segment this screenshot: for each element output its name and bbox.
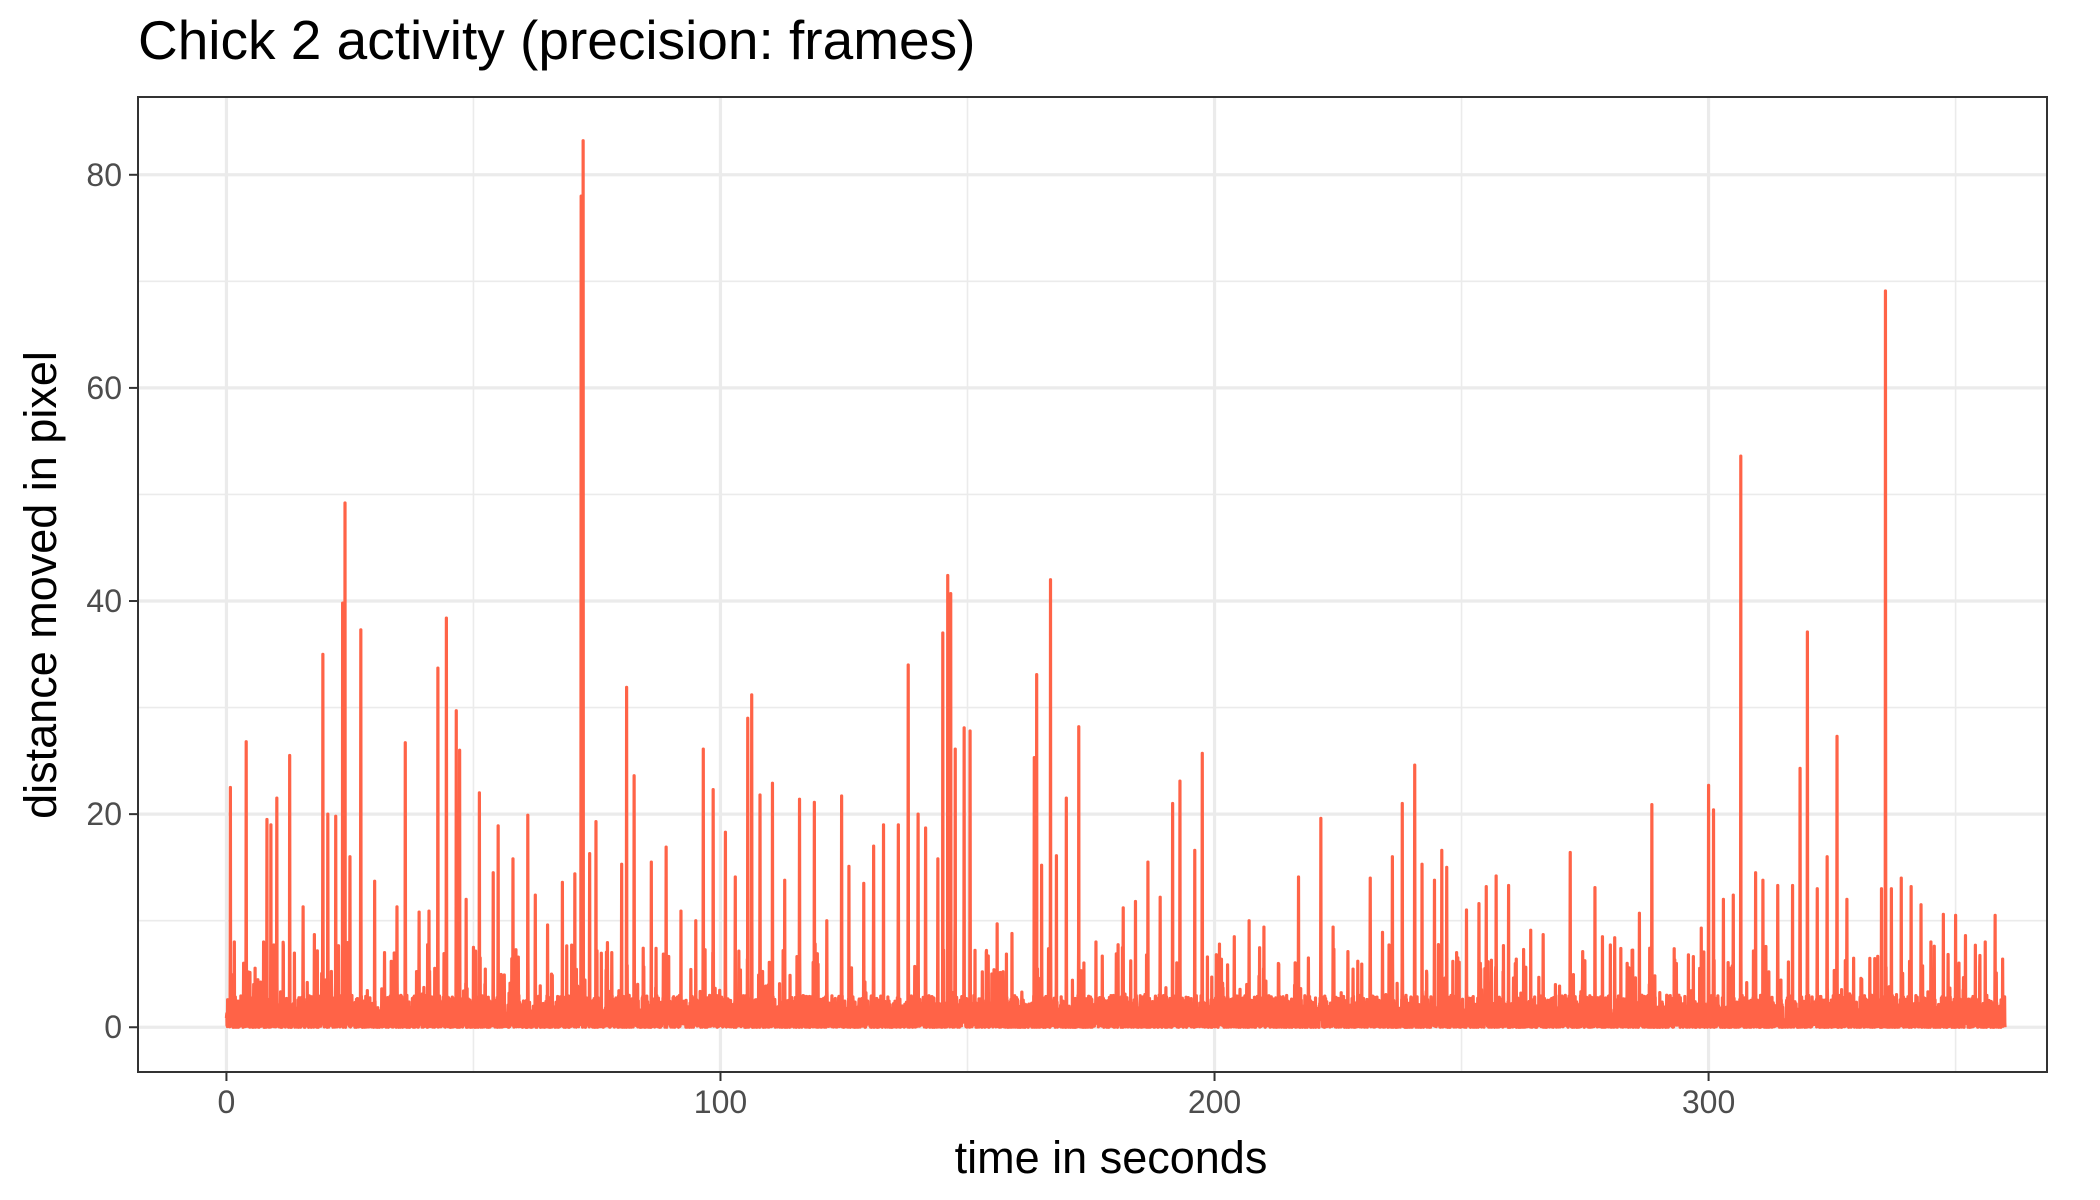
x-axis: 0 100 200 300: [218, 1072, 1735, 1120]
panel-border: [137, 96, 2048, 1073]
x-tick-label: 0: [218, 1084, 236, 1120]
y-tick-label: 20: [86, 796, 122, 832]
y-axis-title: distance moved in pixel: [15, 351, 66, 819]
x-tick-label: 200: [1188, 1084, 1241, 1120]
x-axis-title: time in seconds: [955, 1132, 1268, 1183]
y-axis: 0 20 40 60 80: [86, 157, 138, 1045]
y-tick-label: 60: [86, 370, 122, 406]
major-gridlines: [138, 97, 2047, 1072]
y-tick-label: 80: [86, 157, 122, 193]
y-tick-label: 40: [86, 583, 122, 619]
minor-gridlines: [138, 97, 2047, 1072]
data-layer: [224, 139, 2007, 1029]
activity-series-line: [224, 139, 2007, 1029]
chart-title: Chick 2 activity (precision: frames): [138, 9, 976, 71]
x-tick-label: 100: [694, 1084, 747, 1120]
y-tick-label: 0: [104, 1009, 122, 1045]
x-tick-label: 300: [1682, 1084, 1735, 1120]
